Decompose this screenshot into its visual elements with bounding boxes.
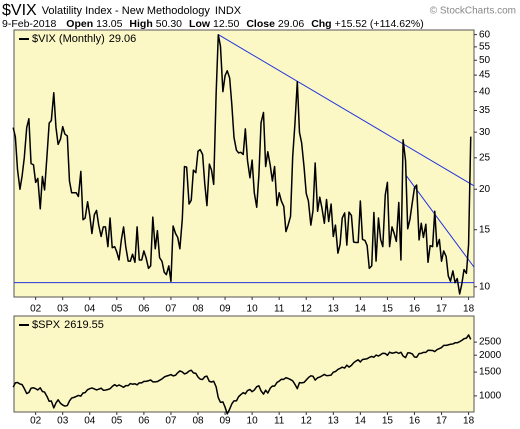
x-tick-label: 11 — [274, 416, 285, 427]
x-tick-label: 09 — [219, 416, 231, 427]
quote-label: High — [129, 18, 152, 30]
legend-entry: $SPX 2619.55 — [32, 319, 104, 331]
index-name: Volatility Index - New Methodology — [42, 5, 211, 17]
quote-value: 29.06 — [278, 18, 304, 30]
x-tick-label: 06 — [138, 416, 150, 427]
x-tick-label: 08 — [192, 304, 204, 315]
legend-entry: $VIX (Monthly) 29.06 — [32, 33, 136, 45]
quote-label: Open — [66, 18, 93, 30]
watermark: © StockCharts.com — [430, 6, 516, 17]
quote-value: 12.50 — [213, 18, 239, 30]
x-tick-label: 13 — [328, 416, 340, 427]
x-tick-label: 12 — [301, 304, 313, 315]
series-line — [12, 334, 472, 415]
x-tick-label: 05 — [111, 304, 123, 315]
x-tick-label: 12 — [301, 416, 313, 427]
symbol: $VIX — [2, 2, 37, 19]
plot-area — [13, 29, 475, 298]
legend-name: $SPX — [32, 319, 61, 331]
header-title: $VIX Volatility Index - New Methodology IN… — [2, 2, 242, 19]
quote-value: 50.30 — [156, 18, 182, 30]
x-tick-label: 18 — [463, 416, 475, 427]
x-tick-label: 17 — [436, 416, 448, 427]
quote-label: Chg — [311, 18, 331, 30]
y-tick-label: 25 — [479, 152, 491, 163]
x-tick-label: 05 — [111, 416, 123, 427]
x-tick-label: 15 — [382, 416, 394, 427]
x-tick-label: 16 — [409, 416, 421, 427]
x-tick-label: 18 — [463, 304, 475, 315]
exchange: INDX — [215, 5, 242, 17]
x-tick-label: 11 — [274, 304, 285, 315]
series-line — [12, 34, 472, 295]
trendline — [218, 34, 475, 187]
x-tick-label: 07 — [165, 304, 177, 315]
legend-last-value: 2619.55 — [64, 319, 104, 331]
x-tick-label: 14 — [355, 304, 367, 315]
x-tick-label: 14 — [355, 416, 367, 427]
y-tick-label: 35 — [479, 105, 491, 116]
quote-label: Low — [189, 18, 211, 30]
legend-last-value: 29.06 — [109, 33, 137, 45]
x-tick-label: 09 — [219, 304, 231, 315]
x-tick-label: 03 — [57, 416, 69, 427]
quote-label: Close — [246, 18, 275, 30]
quote-value: 13.05 — [96, 18, 122, 30]
quote-line: 9-Feb-2018 Open 13.05 High 50.30 Low 12.50 Clos… — [2, 18, 424, 30]
y-tick-label: 2500 — [479, 337, 502, 348]
y-tick-label: 50 — [479, 55, 491, 66]
x-tick-label: 04 — [84, 304, 96, 315]
x-tick-label: 07 — [165, 416, 177, 427]
y-tick-label: 40 — [479, 86, 491, 97]
x-tick-label: 03 — [57, 304, 69, 315]
y-tick-label: 30 — [479, 127, 491, 138]
y-tick-label: 2000 — [479, 350, 502, 361]
y-tick-label: 45 — [479, 70, 491, 81]
x-tick-label: 02 — [30, 416, 42, 427]
quote-value: +15.52 (+114.62%) — [335, 18, 424, 30]
y-tick-label: 1500 — [479, 367, 502, 378]
x-tick-label: 17 — [436, 304, 448, 315]
y-tick-label: 20 — [479, 184, 491, 195]
plot-area — [13, 315, 475, 413]
y-tick-label: 60 — [479, 29, 491, 40]
x-tick-label: 16 — [409, 304, 421, 315]
x-tick-label: 06 — [138, 304, 150, 315]
x-tick-label: 15 — [382, 304, 394, 315]
x-tick-label: 13 — [328, 304, 340, 315]
y-tick-label: 15 — [479, 224, 491, 235]
y-tick-label: 55 — [479, 42, 491, 53]
quote-date: 9-Feb-2018 — [2, 18, 56, 30]
x-tick-label: 04 — [84, 416, 96, 427]
y-tick-label: 1000 — [479, 391, 502, 402]
x-tick-label: 08 — [192, 416, 204, 427]
x-tick-label: 10 — [247, 416, 259, 427]
x-tick-label: 02 — [30, 304, 42, 315]
x-tick-label: 10 — [247, 304, 259, 315]
y-tick-label: 10 — [479, 281, 491, 292]
legend-name: $VIX (Monthly) — [32, 33, 105, 45]
